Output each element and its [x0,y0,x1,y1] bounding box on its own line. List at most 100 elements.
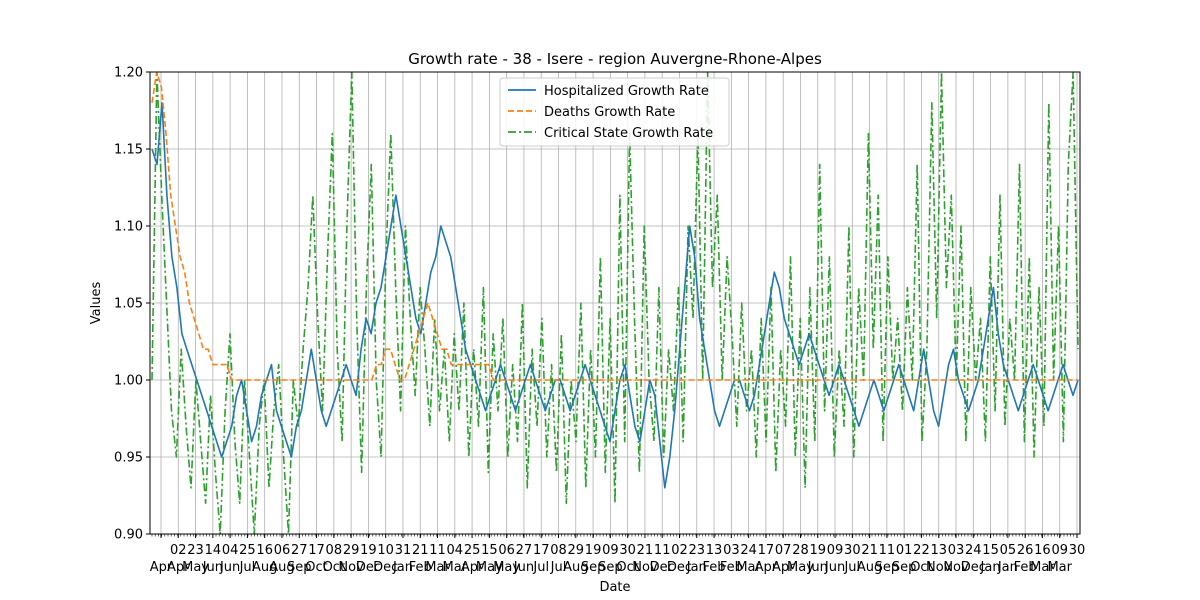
x-tick-day-label: 15 [481,543,498,558]
x-tick-day-label: 17 [308,543,325,558]
y-tick-label: 1.10 [114,220,143,235]
x-tick-day-label: 09 [827,543,844,558]
x-tick-month-label: Dec [667,560,692,575]
x-tick-day-label: 21 [412,543,429,558]
x-tick-day-label: 04 [222,543,239,558]
x-tick-month-label: Sep [287,560,312,575]
x-tick-month-label: Sep [892,560,917,575]
x-tick-day-label: 02 [671,543,688,558]
x-tick-day-label: 30 [1069,543,1086,558]
x-tick-day-label: 04 [447,543,464,558]
x-tick-day-label: 06 [274,543,291,558]
x-tick-month-label: Nov [943,560,969,575]
x-tick-month-label: Feb [703,560,726,575]
x-tick-month-label: Jun [202,560,223,575]
x-tick-month-label: Feb [1014,560,1037,575]
x-tick-day-label: 31 [395,543,412,558]
x-tick-day-label: 11 [654,543,671,558]
y-tick-label: 0.90 [114,528,143,543]
x-tick-day-label: 24 [740,543,757,558]
x-tick-month-label: Feb [720,560,743,575]
x-tick-month-label: Apr [772,560,795,575]
x-tick-month-label: Mar [1047,560,1072,575]
x-tick-month-label: Jul [843,560,860,575]
x-tick-day-label: 14 [205,543,222,558]
x-tick-month-label: Nov [338,560,364,575]
series-layer [151,72,1079,534]
x-tick-month-label: Nov [632,560,658,575]
x-tick-month-label: Jan [686,560,707,575]
chart-title: Growth rate - 38 - Isere - region Auverg… [408,50,822,68]
x-tick-day-label: 10 [377,543,394,558]
x-tick-day-label: 09 [602,543,619,558]
x-tick-day-label: 19 [585,543,602,558]
series-line-critical-state-growth-rate [151,72,1079,534]
x-tick-day-label: 26 [1017,543,1034,558]
x-tick-month-label: May [182,560,209,575]
x-tick-month-label: Oct [323,560,345,575]
x-tick-month-label: Mar [736,560,761,575]
x-tick-day-label: 03 [723,543,740,558]
x-tick-day-label: 25 [464,543,481,558]
legend-label-critical: Critical State Growth Rate [544,126,713,141]
x-tick-month-label: Jan [997,560,1018,575]
x-tick-month-label: Sep [581,560,606,575]
series-line-deaths-growth-rate [151,72,1078,381]
x-tick-month-label: Oct [616,560,638,575]
x-axis-label: Date [599,580,630,595]
legend-label-deaths: Deaths Growth Rate [544,105,675,120]
x-tick-month-label: Sep [875,560,900,575]
x-tick-month-label: Feb [409,560,432,575]
x-tick-month-label: May [476,560,503,575]
x-tick-month-label: Apr [461,560,484,575]
x-tick-day-label: 21 [637,543,654,558]
x-tick-month-label: Jul [532,560,549,575]
x-tick-month-label: Apr [150,560,173,575]
x-tick-day-label: 09 [1051,543,1068,558]
x-tick-month-label: Oct [305,560,327,575]
x-tick-month-label: Oct [910,560,932,575]
x-tick-day-label: 24 [965,543,982,558]
x-tick-month-label: Mar [443,560,468,575]
x-tick-month-label: Jun [513,560,534,575]
x-tick-day-label: 30 [619,543,636,558]
x-tick-month-label: Dec [373,560,398,575]
x-tick-month-label: Aug [857,560,882,575]
x-axis: Apr 02 Apr 23 May 14 Jun 04 Jun 25 Jul 16 Aug 06 Aug 27… [150,534,1086,575]
y-tick-label: 1.15 [114,143,143,158]
x-tick-day-label: 11 [429,543,446,558]
x-tick-day-label: 22 [913,543,930,558]
legend-label-hospitalized: Hospitalized Growth Rate [544,84,709,99]
x-tick-day-label: 13 [930,543,947,558]
x-tick-day-label: 07 [775,543,792,558]
x-tick-month-label: Jun [219,560,240,575]
x-tick-day-label: 08 [550,543,567,558]
x-tick-month-label: Jan [980,560,1001,575]
x-tick-day-label: 19 [809,543,826,558]
x-tick-day-label: 30 [844,543,861,558]
x-tick-month-label: Jun [824,560,845,575]
x-tick-month-label: Aug [269,560,294,575]
x-tick-day-label: 11 [879,543,896,558]
x-tick-day-label: 23 [689,543,706,558]
y-axis-label: Values [89,282,104,325]
legend: Hospitalized Growth Rate Deaths Growth R… [499,77,730,147]
x-tick-day-label: 21 [861,543,878,558]
legend-box [499,77,730,147]
x-tick-day-label: 27 [291,543,308,558]
x-tick-day-label: 27 [516,543,533,558]
x-tick-month-label: Dec [650,560,675,575]
x-tick-day-label: 29 [568,543,585,558]
x-tick-day-label: 29 [343,543,360,558]
x-tick-day-label: 16 [1034,543,1051,558]
x-tick-day-label: 05 [1000,543,1017,558]
y-tick-label: 1.20 [114,66,143,81]
y-tick-label: 1.00 [114,374,143,389]
x-tick-day-label: 16 [256,543,273,558]
x-tick-month-label: Apr [167,560,190,575]
y-tick-label: 0.95 [114,451,143,466]
x-tick-month-label: Dec [961,560,986,575]
x-tick-month-label: Sep [598,560,623,575]
x-tick-month-label: Nov [926,560,952,575]
